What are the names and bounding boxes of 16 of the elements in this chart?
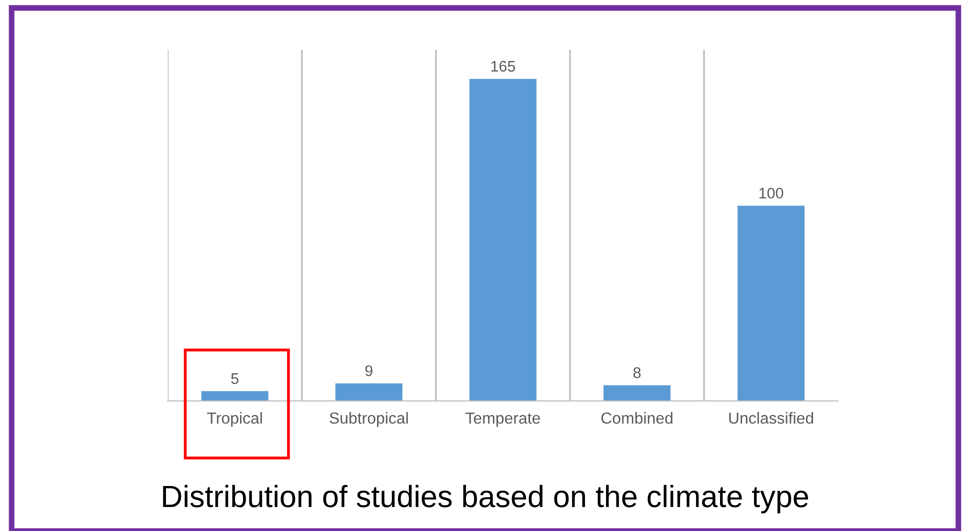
bar [469, 78, 536, 401]
data-label: 165 [491, 60, 516, 72]
data-label: 8 [633, 367, 641, 378]
x-tick-label: Unclassified [729, 412, 814, 424]
bar [738, 206, 805, 401]
data-label: 5 [231, 373, 238, 384]
x-tick-label: Subtropical [330, 412, 408, 427]
data-label: 9 [365, 365, 372, 376]
bar [335, 383, 402, 401]
x-tick-label: Temperate [466, 412, 540, 427]
bar [603, 385, 671, 401]
x-tick-label: Tropical [207, 412, 262, 427]
x-tick-label: Combined [601, 412, 672, 424]
bar [201, 391, 268, 401]
data-label: 100 [759, 188, 784, 199]
text: Distribution of studies based on the climate type [163, 484, 808, 514]
